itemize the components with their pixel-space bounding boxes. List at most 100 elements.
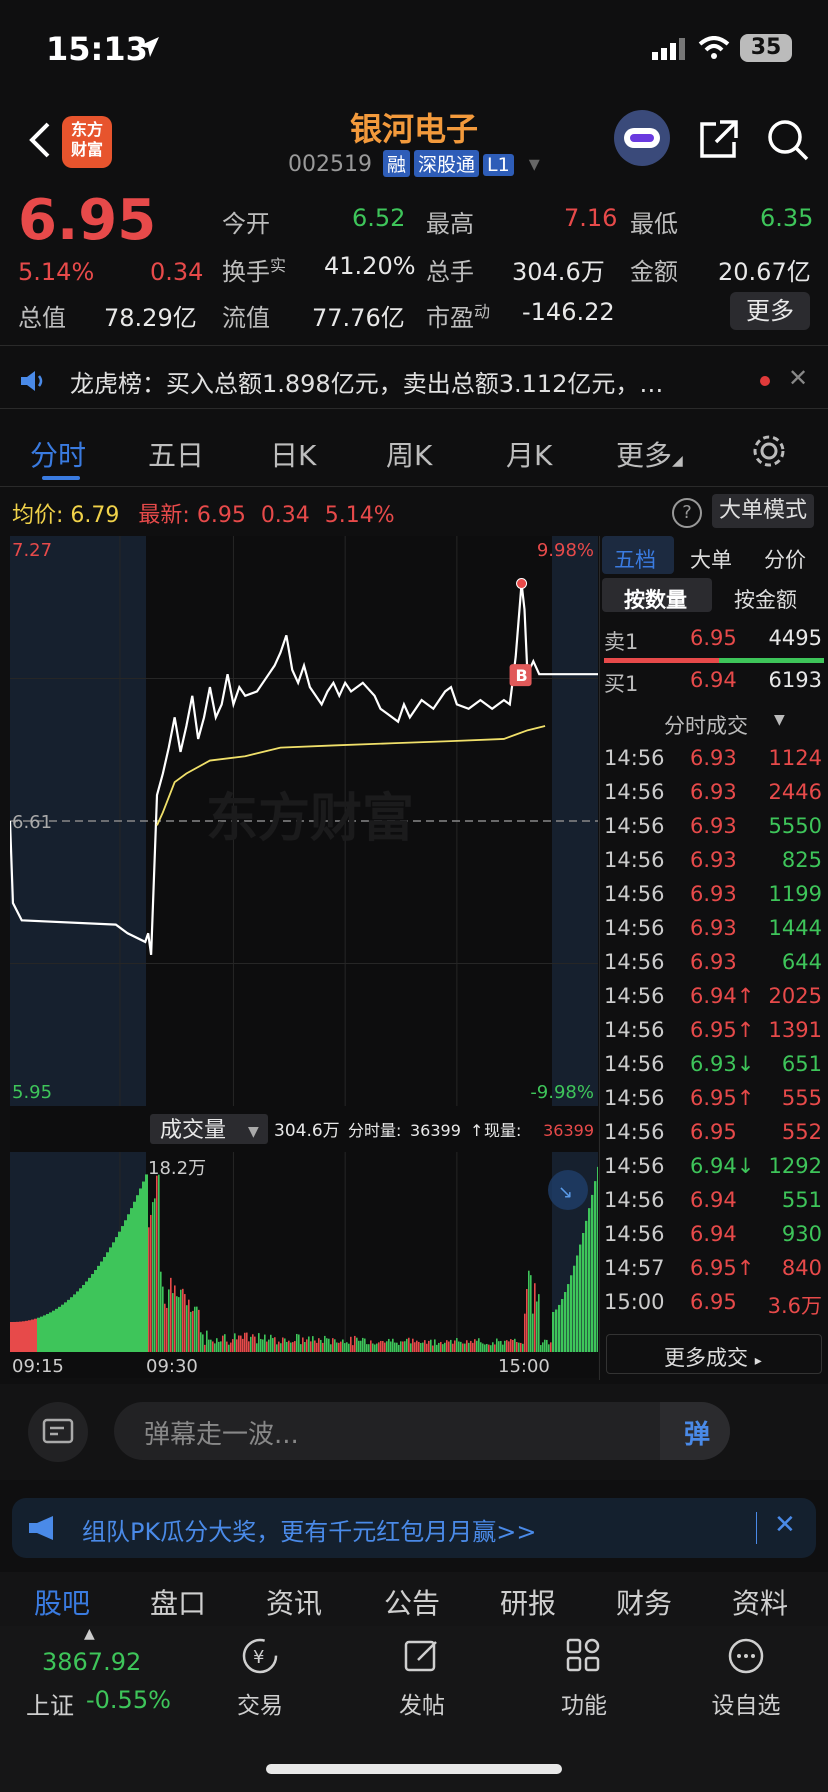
volume-bar bbox=[304, 1342, 306, 1352]
tab-announcements[interactable]: 公告 bbox=[384, 1587, 441, 1620]
volume-bar bbox=[414, 1342, 416, 1352]
wifi-icon bbox=[698, 36, 730, 59]
stock-code-row[interactable]: 002519 融深股通 L1 ▾ bbox=[288, 150, 540, 177]
volume-bar bbox=[91, 1274, 94, 1352]
change-value: 0.34 bbox=[150, 258, 204, 286]
volume-bar bbox=[25, 1320, 28, 1352]
volume-bar bbox=[224, 1334, 226, 1352]
volume-bar bbox=[73, 1294, 76, 1352]
high-value: 7.16 bbox=[564, 204, 618, 232]
volume-bar bbox=[37, 1317, 40, 1352]
trade-volume: 552 bbox=[781, 1120, 822, 1144]
trade-volume: 2025 bbox=[768, 984, 822, 1008]
volume-bar bbox=[342, 1339, 344, 1352]
trades-header[interactable]: 分时成交 bbox=[664, 714, 748, 738]
share-icon[interactable] bbox=[698, 118, 740, 160]
volume-bar bbox=[148, 1227, 150, 1352]
mktcap-label: 总值 bbox=[18, 304, 66, 332]
tab-more[interactable]: 更多◢ bbox=[616, 439, 683, 472]
volume-bar bbox=[318, 1338, 320, 1352]
volume-bar bbox=[384, 1342, 386, 1352]
volume-bar bbox=[218, 1341, 220, 1352]
search-icon[interactable] bbox=[766, 118, 810, 162]
open-label: 今开 bbox=[222, 210, 270, 238]
volume-bar bbox=[13, 1321, 16, 1352]
trade-time: 14:56 bbox=[604, 882, 665, 906]
send-danmaku-button[interactable]: 弹 bbox=[683, 1420, 710, 1450]
trade-price: 6.93 bbox=[690, 848, 737, 872]
index-name: 上证 bbox=[26, 1692, 74, 1720]
volume-bar bbox=[196, 1306, 198, 1352]
trade-price: 6.95↑ bbox=[690, 1086, 755, 1110]
close-icon[interactable]: ✕ bbox=[774, 1510, 796, 1540]
volume-bar bbox=[504, 1340, 506, 1352]
subtab-by-quantity[interactable]: 按数量 bbox=[624, 588, 687, 612]
tab-5day[interactable]: 五日 bbox=[148, 439, 205, 472]
tabbar-trade[interactable]: ¥ 交易 bbox=[200, 1636, 320, 1736]
volume-bar bbox=[70, 1297, 73, 1352]
volume-bar bbox=[496, 1338, 498, 1352]
volume-bar bbox=[434, 1339, 436, 1352]
change-pct: 5.14% bbox=[18, 258, 95, 286]
tab-big-orders[interactable]: 大单 bbox=[690, 548, 732, 572]
volume-bar bbox=[346, 1342, 348, 1352]
stock-name[interactable]: 银河电子 bbox=[349, 110, 478, 148]
more-trades-button[interactable]: 更多成交 ▸ bbox=[664, 1346, 762, 1370]
sell1-price: 6.95 bbox=[690, 626, 737, 650]
tab-price-dist[interactable]: 分价 bbox=[764, 548, 806, 572]
index-value[interactable]: 3867.92 bbox=[42, 1648, 142, 1676]
tabbar-watchlist[interactable]: 设自选 bbox=[686, 1636, 806, 1736]
tab-news[interactable]: 资讯 bbox=[266, 1587, 323, 1620]
intraday-chart[interactable]: 东方财富 B 7.27 6.61 5.95 9.98% -9.98% 成交量 ▼… bbox=[10, 536, 598, 1378]
tabbar-functions[interactable]: 功能 bbox=[524, 1636, 644, 1736]
tab-profile[interactable]: 资料 bbox=[732, 1587, 789, 1620]
danmaku-toggle[interactable] bbox=[28, 1402, 88, 1462]
tab-intraday[interactable]: 分时 bbox=[30, 439, 87, 472]
big-order-mode-button[interactable]: 大单模式 bbox=[712, 494, 814, 528]
low-value: 6.35 bbox=[760, 204, 814, 232]
tab-financials[interactable]: 财务 bbox=[616, 1587, 673, 1620]
tab-five-levels[interactable]: 五档 bbox=[614, 548, 656, 572]
volume-bar bbox=[464, 1343, 466, 1352]
expand-icon: ↘ bbox=[558, 1182, 573, 1203]
sell1-label: 卖1 bbox=[604, 630, 639, 654]
volume-bar bbox=[370, 1340, 372, 1352]
volume-bar bbox=[248, 1341, 250, 1352]
back-icon[interactable] bbox=[26, 120, 52, 160]
volume-bar bbox=[364, 1338, 366, 1352]
volume-bar bbox=[127, 1214, 130, 1352]
more-quote-button[interactable]: 更多 bbox=[730, 292, 810, 330]
trade-price: 6.95 bbox=[690, 1290, 737, 1314]
tabbar-post[interactable]: 发帖 bbox=[362, 1636, 482, 1736]
subtab-by-amount[interactable]: 按金额 bbox=[734, 588, 797, 612]
settings-icon[interactable] bbox=[752, 434, 786, 468]
tab-orderbook[interactable]: 盘口 bbox=[150, 1587, 207, 1620]
promo-banner[interactable]: 组队PK瓜分大奖，更有千元红包月月赢>> ✕ bbox=[12, 1498, 816, 1558]
tab-forum[interactable]: 股吧 bbox=[34, 1587, 91, 1620]
volume-bar bbox=[142, 1181, 145, 1352]
close-icon[interactable]: ✕ bbox=[788, 364, 809, 392]
pct-bottom-label: -9.98% bbox=[530, 1082, 594, 1103]
volume-bar bbox=[374, 1344, 376, 1352]
comment-input[interactable]: 弹幕走一波... 弹 bbox=[114, 1402, 730, 1460]
tab-weekly[interactable]: 周K bbox=[386, 439, 433, 472]
volume-bar bbox=[454, 1340, 456, 1352]
volume-bar bbox=[176, 1296, 178, 1352]
trade-volume: 5550 bbox=[768, 814, 822, 838]
order-book-panel: 五档 大单 分价 按数量 按金额 卖1 6.95 4495 买1 6.94 61… bbox=[602, 536, 828, 1378]
volume-bar bbox=[324, 1335, 326, 1352]
help-icon[interactable]: ? bbox=[672, 498, 702, 528]
volume-bar bbox=[462, 1343, 464, 1352]
assistant-avatar[interactable] bbox=[614, 110, 670, 166]
panel-divider bbox=[599, 536, 600, 1380]
volume-bar bbox=[216, 1338, 218, 1352]
trade-price: 6.93 bbox=[690, 780, 737, 804]
tab-monthly[interactable]: 月K bbox=[506, 439, 553, 472]
trade-time: 14:56 bbox=[604, 1086, 665, 1110]
tab-daily[interactable]: 日K bbox=[270, 439, 317, 472]
volume-bar bbox=[550, 1342, 552, 1352]
tab-research[interactable]: 研报 bbox=[500, 1587, 557, 1620]
volume-bar bbox=[156, 1175, 158, 1352]
trade-time: 14:56 bbox=[604, 950, 665, 974]
notice-text[interactable]: 龙虎榜：买入总额1.898亿元，卖出总额3.112亿元，… bbox=[70, 370, 664, 398]
